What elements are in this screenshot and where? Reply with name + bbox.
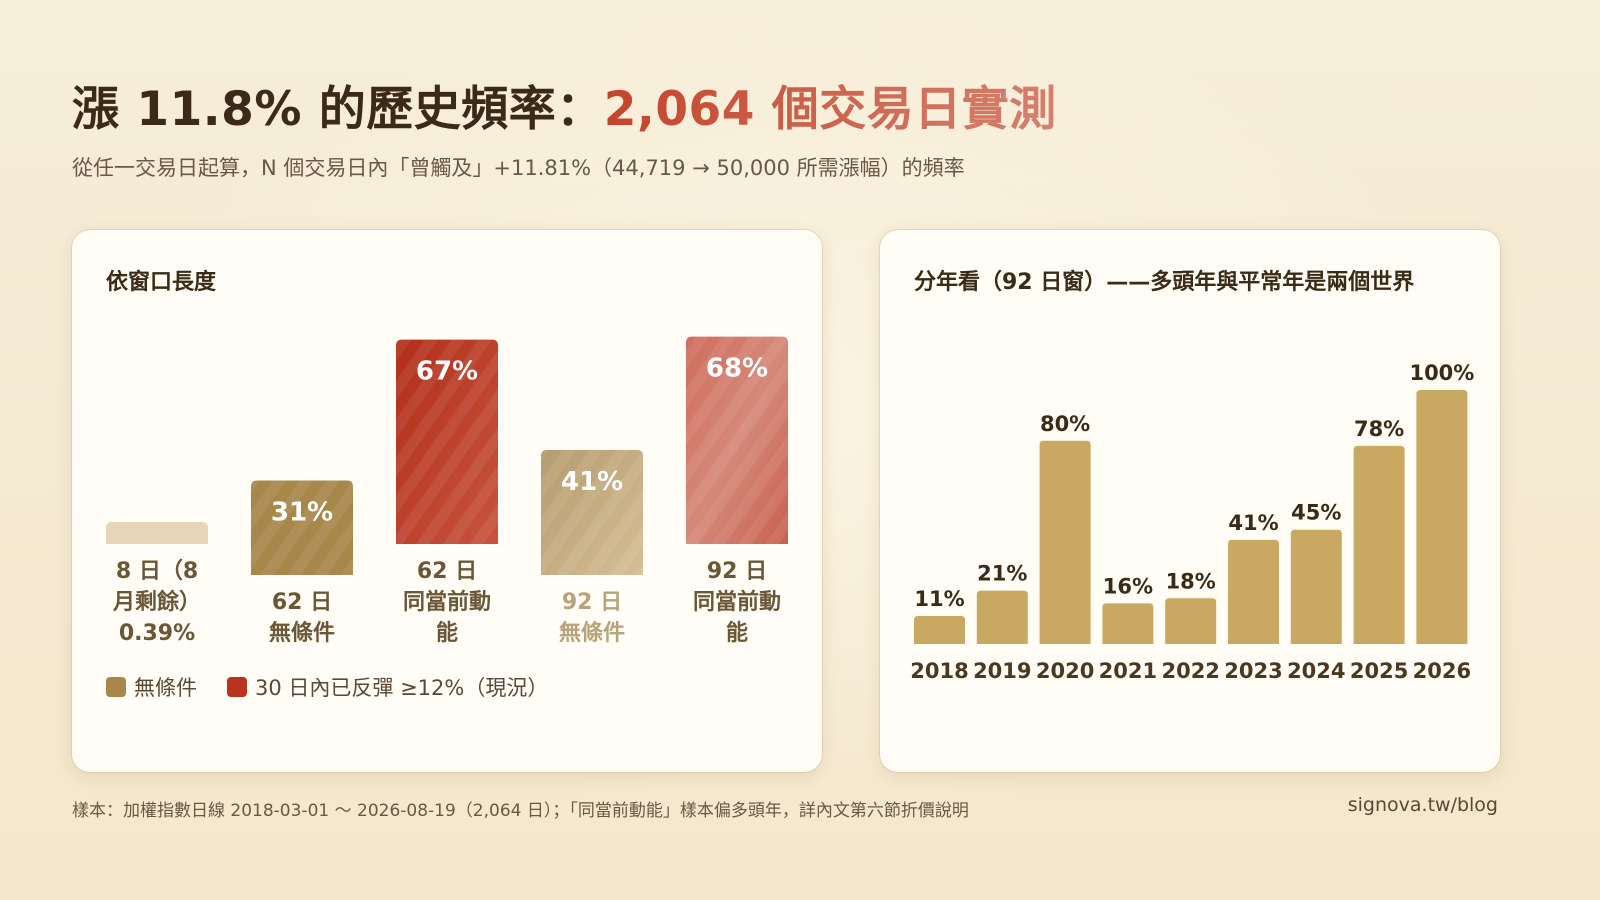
window-bar-0 bbox=[106, 522, 208, 544]
title-prefix: 漲 11.8% 的歷史頻率： bbox=[72, 82, 604, 137]
year-category-label-2024: 2024 bbox=[1287, 659, 1345, 683]
year-bar-group-2024: 45% 2024 bbox=[1287, 501, 1345, 683]
legend-label-momentum: 30 日內已反彈 ≥12%（現況） bbox=[255, 676, 549, 700]
window-category-label-3-0: 92 日 bbox=[562, 590, 622, 615]
window-length-title: 依窗口長度 bbox=[106, 270, 217, 295]
title-highlight: 2,064 個交易日實測 bbox=[603, 82, 1057, 137]
legend-swatch-unconditional bbox=[106, 677, 126, 697]
year-bar-label-2021: 16% bbox=[1103, 574, 1153, 598]
window-bar-group-0: 8 日（8 月剩餘） 0.39% bbox=[106, 522, 208, 646]
legend-label-unconditional: 無條件 bbox=[134, 676, 197, 700]
year-bar-2022 bbox=[1165, 598, 1217, 644]
year-category-label-2022: 2022 bbox=[1161, 659, 1219, 683]
page-title: 漲 11.8% 的歷史頻率：2,064 個交易日實測 bbox=[72, 70, 1057, 139]
window-bar-texture-4 bbox=[686, 336, 788, 544]
window-bar-texture-1 bbox=[251, 480, 353, 575]
year-bar-label-2026: 100% bbox=[1409, 361, 1474, 385]
year-bar-2019 bbox=[976, 590, 1028, 644]
legend: 無條件 30 日內已反彈 ≥12%（現況） bbox=[106, 672, 548, 702]
year-category-label-2023: 2023 bbox=[1224, 659, 1282, 683]
yearly-chart: 11% 2018 21% 2019 80% 2020 16% 2021 18% 2022 41% 20… bbox=[910, 361, 1474, 683]
window-category-label-2-2: 能 bbox=[436, 620, 458, 646]
legend-swatch-momentum bbox=[227, 677, 247, 697]
window-length-card: 依窗口長度 8 日（8 月剩餘） 0.39% 31% 62 日無條件 67% 62 日同當前… bbox=[72, 230, 822, 772]
year-bar-2024 bbox=[1290, 529, 1342, 644]
window-category-label-2-1: 同當前動 bbox=[403, 589, 491, 615]
year-bar-label-2019: 21% bbox=[977, 562, 1027, 586]
year-bar-label-2025: 78% bbox=[1354, 417, 1404, 441]
year-bar-label-2020: 80% bbox=[1040, 412, 1090, 436]
year-bar-group-2019: 21% 2019 bbox=[973, 562, 1031, 683]
year-bar-label-2023: 41% bbox=[1228, 511, 1278, 535]
year-bar-label-2022: 18% bbox=[1166, 569, 1216, 593]
window-bar-label-1: 31% bbox=[271, 497, 333, 527]
window-category-label-0-0: 8 日（8 bbox=[116, 559, 198, 584]
year-category-label-2018: 2018 bbox=[910, 659, 968, 683]
page-subtitle: 從任一交易日起算，N 個交易日內「曾觸及」+11.81%（44,719 → 50… bbox=[72, 156, 965, 180]
year-bar-group-2022: 18% 2022 bbox=[1161, 569, 1219, 683]
window-bar-texture-3 bbox=[541, 449, 643, 575]
window-category-label-4-0: 92 日 bbox=[707, 559, 767, 584]
window-bar-label-4: 68% bbox=[706, 354, 768, 384]
legend-item-unconditional: 無條件 bbox=[106, 672, 197, 702]
year-category-label-2020: 2020 bbox=[1036, 659, 1094, 683]
window-category-label-3-1: 無條件 bbox=[559, 620, 625, 646]
window-category-label-0-1: 月剩餘） bbox=[112, 589, 201, 615]
year-category-label-2025: 2025 bbox=[1350, 659, 1408, 683]
window-category-label-0-2: 0.39% bbox=[119, 621, 195, 646]
window-category-label-2-0: 62 日 bbox=[417, 559, 477, 584]
year-bar-label-2024: 45% bbox=[1291, 501, 1341, 525]
year-category-label-2026: 2026 bbox=[1413, 659, 1471, 683]
window-category-label-1-0: 62 日 bbox=[272, 590, 332, 615]
window-category-label-4-1: 同當前動 bbox=[693, 589, 781, 615]
year-bar-label-2018: 11% bbox=[914, 587, 964, 611]
site-link[interactable]: signova.tw/blog bbox=[1347, 794, 1498, 816]
year-bar-group-2018: 11% 2018 bbox=[910, 587, 968, 683]
window-bar-texture-2 bbox=[396, 339, 498, 544]
year-bar-group-2025: 78% 2025 bbox=[1350, 417, 1408, 683]
year-bar-group-2021: 16% 2021 bbox=[1099, 574, 1157, 683]
window-bar-label-2: 67% bbox=[416, 357, 478, 387]
year-bar-2018 bbox=[914, 616, 965, 644]
window-category-label-4-2: 能 bbox=[726, 620, 748, 646]
year-bar-2025 bbox=[1353, 445, 1405, 644]
window-category-label-1-1: 無條件 bbox=[269, 620, 335, 646]
window-bar-label-3: 41% bbox=[561, 467, 623, 497]
year-bar-2026 bbox=[1416, 390, 1468, 644]
year-category-label-2021: 2021 bbox=[1099, 659, 1157, 683]
year-bar-group-2020: 80% 2020 bbox=[1036, 412, 1094, 683]
legend-item-momentum: 30 日內已反彈 ≥12%（現況） bbox=[227, 672, 548, 702]
year-category-label-2019: 2019 bbox=[973, 659, 1031, 683]
year-bar-group-2023: 41% 2023 bbox=[1224, 511, 1282, 683]
yearly-title: 分年看（92 日窗）——多頭年與平常年是兩個世界 bbox=[914, 270, 1415, 295]
year-bar-2023 bbox=[1228, 539, 1279, 644]
year-bar-2021 bbox=[1102, 603, 1154, 644]
year-bar-2020 bbox=[1039, 440, 1091, 644]
year-bar-group-2026: 100% 2026 bbox=[1409, 361, 1474, 683]
yearly-card: 分年看（92 日窗）——多頭年與平常年是兩個世界 11% 2018 21% 2019 8… bbox=[880, 230, 1500, 772]
footer-note: 樣本：加權指數日線 2018-03-01 ～ 2026-08-19（2,064 … bbox=[72, 801, 969, 821]
